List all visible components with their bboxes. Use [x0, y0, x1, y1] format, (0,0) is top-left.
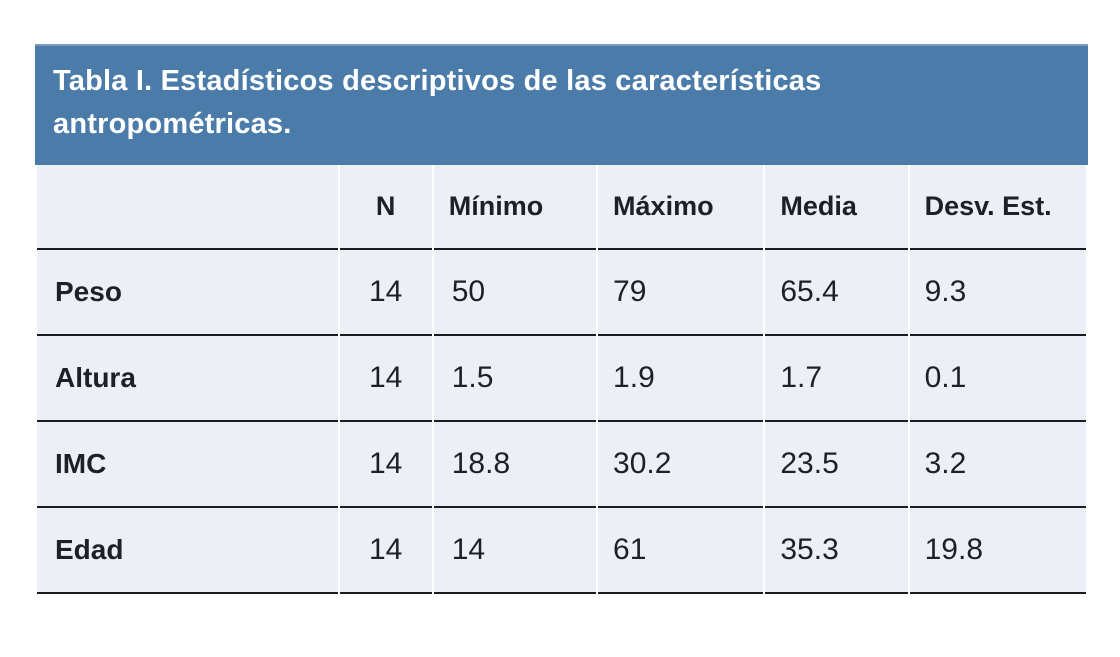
cell-desv-est: 9.3	[909, 250, 1086, 336]
row-label: Altura	[37, 336, 338, 422]
table-row-altura: Altura 14 1.5 1.9 1.7 0.1	[37, 336, 1086, 422]
table-row-peso: Peso 14 50 79 65.4 9.3	[37, 250, 1086, 336]
col-header-maximo: Máximo	[598, 165, 764, 250]
row-label: Peso	[37, 250, 338, 336]
cell-maximo: 61	[598, 508, 764, 594]
cell-desv-est: 0.1	[909, 336, 1086, 422]
table-title: Tabla I. Estadísticos descriptivos de la…	[35, 44, 1088, 165]
cell-maximo: 79	[598, 250, 764, 336]
col-header-minimo: Mínimo	[433, 165, 597, 250]
cell-media: 1.7	[765, 336, 908, 422]
cell-media: 35.3	[765, 508, 908, 594]
cell-desv-est: 3.2	[909, 422, 1086, 508]
cell-n: 14	[339, 508, 432, 594]
row-label: IMC	[37, 422, 338, 508]
col-header-media: Media	[765, 165, 908, 250]
cell-media: 65.4	[765, 250, 908, 336]
table-figure: Tabla I. Estadísticos descriptivos de la…	[35, 44, 1088, 594]
col-header-desv-est: Desv. Est.	[909, 165, 1086, 250]
table-header-row: N Mínimo Máximo Media Desv. Est.	[37, 165, 1086, 250]
cell-minimo: 14	[433, 508, 597, 594]
cell-n: 14	[339, 250, 432, 336]
cell-n: 14	[339, 422, 432, 508]
col-header-n: N	[339, 165, 432, 250]
row-label: Edad	[37, 508, 338, 594]
cell-maximo: 1.9	[598, 336, 764, 422]
cell-n: 14	[339, 336, 432, 422]
col-header-variable	[37, 165, 338, 250]
stats-table: N Mínimo Máximo Media Desv. Est. Peso 14…	[35, 165, 1088, 594]
cell-maximo: 30.2	[598, 422, 764, 508]
cell-minimo: 50	[433, 250, 597, 336]
table-row-edad: Edad 14 14 61 35.3 19.8	[37, 508, 1086, 594]
cell-desv-est: 19.8	[909, 508, 1086, 594]
cell-media: 23.5	[765, 422, 908, 508]
cell-minimo: 18.8	[433, 422, 597, 508]
table-row-imc: IMC 14 18.8 30.2 23.5 3.2	[37, 422, 1086, 508]
cell-minimo: 1.5	[433, 336, 597, 422]
